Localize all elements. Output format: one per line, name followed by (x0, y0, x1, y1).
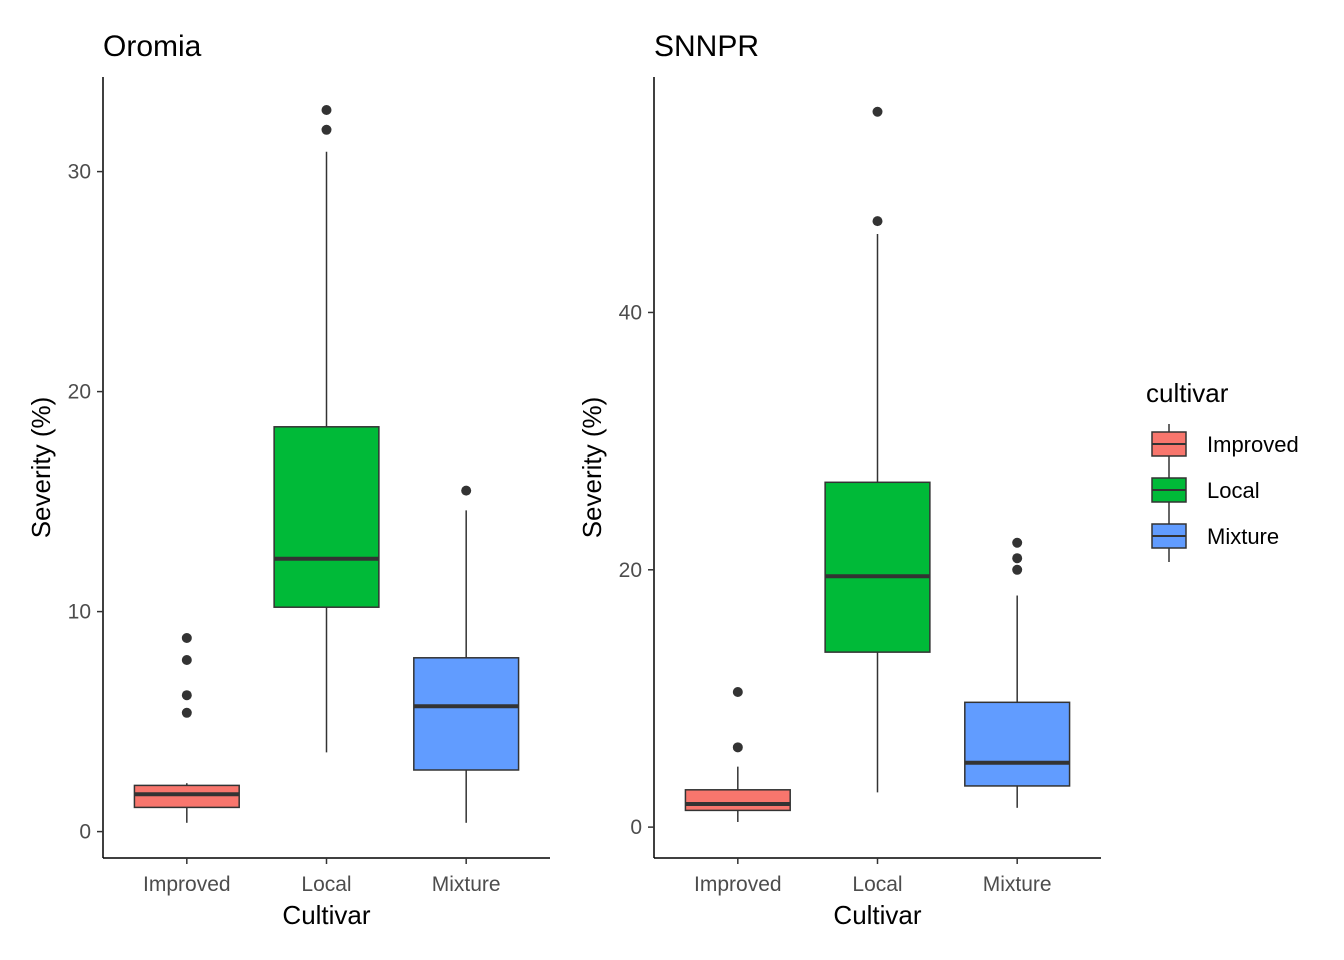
y-tick-label: 20 (68, 381, 91, 404)
y-axis-title: Severity (%) (577, 397, 607, 539)
outlier-point (872, 216, 883, 227)
outlier-point (1012, 553, 1023, 564)
outlier-point (461, 485, 472, 496)
y-tick-label: 40 (619, 301, 642, 324)
x-tick-label: Mixture (983, 873, 1052, 896)
y-tick-label: 10 (68, 601, 91, 624)
outlier-point (181, 690, 192, 701)
y-tick-label: 20 (619, 559, 642, 582)
box-body (964, 701, 1071, 787)
legend-title: cultivar (1146, 378, 1229, 408)
panel-title: SNNPR (654, 30, 759, 63)
outlier-point (1012, 537, 1023, 548)
box-mixture (413, 485, 520, 823)
box-body (273, 426, 380, 608)
x-tick-label: Local (301, 873, 351, 896)
x-tick-label: Improved (143, 873, 231, 896)
outlier-point (732, 742, 743, 753)
x-tick-label: Local (852, 873, 902, 896)
y-tick-label: 0 (630, 816, 642, 839)
panel-oromia: Oromia 0 10 20 30 Improved Local Mixture Cultiva… (26, 30, 550, 930)
outlier-point (1012, 564, 1023, 575)
legend: cultivar Improved Local Mixture (1146, 378, 1299, 562)
outlier-point (181, 707, 192, 718)
box-improved (684, 687, 791, 822)
panel-snnpr: SNNPR 0 20 40 Improved Local Mixture Cultivar Se… (577, 30, 1101, 930)
legend-key-mixture (1151, 516, 1187, 562)
x-tick-label: Improved (694, 873, 782, 896)
y-axis-title: Severity (%) (26, 397, 56, 539)
outlier-point (872, 106, 883, 117)
box-body (684, 789, 791, 812)
box-improved (133, 633, 240, 823)
legend-label: Improved (1207, 432, 1299, 457)
outlier-point (181, 633, 192, 643)
x-tick-label: Mixture (432, 873, 501, 896)
y-tick-label: 30 (68, 161, 91, 184)
outlier-point (321, 105, 332, 115)
box-local (273, 105, 380, 753)
legend-key-local (1151, 470, 1187, 516)
panel-title: Oromia (103, 30, 202, 63)
outlier-point (732, 687, 743, 698)
legend-label: Mixture (1207, 524, 1279, 549)
outlier-point (321, 124, 332, 135)
legend-key-improved (1151, 424, 1187, 470)
box-local (824, 106, 931, 793)
box-mixture (964, 537, 1071, 808)
box-body (824, 481, 931, 653)
y-tick-label: 0 (79, 821, 91, 844)
x-axis-title: Cultivar (833, 900, 921, 930)
outlier-point (181, 655, 192, 665)
box-body (413, 657, 520, 771)
x-axis-title: Cultivar (282, 900, 370, 930)
legend-label: Local (1207, 478, 1260, 503)
box-body (133, 784, 240, 809)
